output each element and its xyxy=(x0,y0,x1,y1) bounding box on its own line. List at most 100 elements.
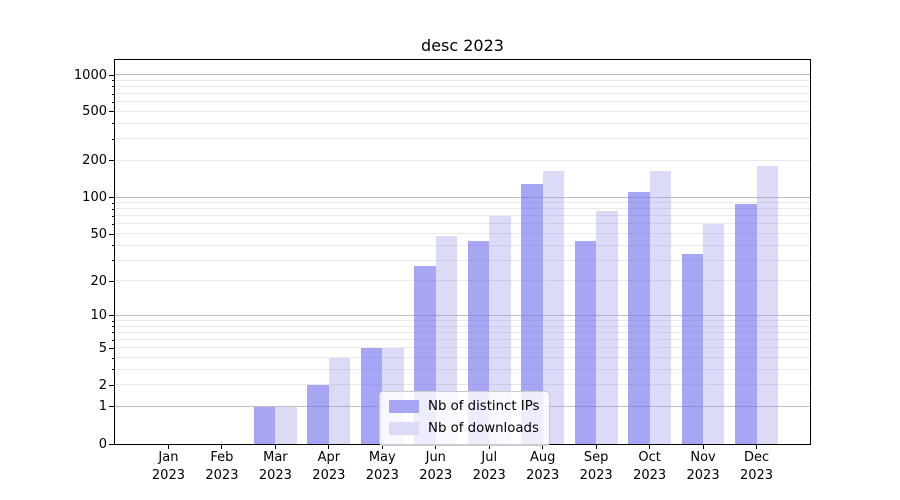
gridlines-layer xyxy=(115,60,810,444)
bar-oct-distinct-ips xyxy=(628,192,650,444)
bar-mar-distinct-ips xyxy=(254,406,276,444)
bar-nov-distinct-ips xyxy=(681,254,704,444)
x-tick-label: Feb 2023 xyxy=(205,450,239,483)
y-minor-tick-mark xyxy=(111,111,115,113)
y-minor-tick-mark xyxy=(111,138,115,140)
y-minor-tick-mark xyxy=(111,80,115,82)
y-minor-tick-mark xyxy=(111,332,115,334)
y-tick-label: 2 xyxy=(98,377,107,393)
y-tick-label: 10 xyxy=(90,308,107,324)
y-minor-tick-mark xyxy=(111,347,115,349)
x-tick-mark xyxy=(756,444,758,449)
y-tick-mark xyxy=(109,197,114,198)
x-tick-label: Oct 2023 xyxy=(633,450,667,483)
minor-gridline xyxy=(115,325,810,327)
bar-nov-downloads xyxy=(703,224,725,444)
x-tick-label: Jul 2023 xyxy=(472,450,506,483)
minor-gridline xyxy=(115,223,810,225)
y-tick-label: 100 xyxy=(82,190,107,205)
y-minor-tick-mark xyxy=(111,233,115,235)
bars-layer xyxy=(115,60,810,444)
y-tick-label: 20 xyxy=(90,273,107,289)
minor-gridline xyxy=(115,93,810,95)
x-tick-mark xyxy=(702,444,704,449)
bar-aug-distinct-ips xyxy=(521,183,543,444)
y-minor-tick-mark xyxy=(111,280,115,282)
bar-apr-downloads xyxy=(328,358,351,444)
legend-label-downloads: Nb of downloads xyxy=(428,420,539,436)
y-tick-mark xyxy=(109,406,114,408)
bar-dec-downloads xyxy=(756,166,778,444)
minor-gridline xyxy=(115,331,810,333)
x-tick-label: Dec 2023 xyxy=(739,450,774,483)
bar-sep-downloads xyxy=(596,211,618,444)
major-gridline xyxy=(115,74,810,76)
x-tick-label: Aug 2023 xyxy=(526,450,560,483)
x-tick-mark xyxy=(649,444,651,449)
y-tick-mark xyxy=(109,74,114,76)
minor-gridline xyxy=(115,280,810,282)
minor-gridline xyxy=(115,233,810,235)
x-tick-mark xyxy=(595,444,597,449)
bar-may-distinct-ips xyxy=(360,348,383,444)
y-minor-tick-mark xyxy=(111,326,115,328)
legend-swatch-distinct-ips xyxy=(389,400,419,414)
bar-sep-distinct-ips xyxy=(574,240,597,444)
y-minor-tick-mark xyxy=(111,320,115,322)
minor-gridline xyxy=(115,138,810,140)
y-minor-tick-mark xyxy=(111,384,115,386)
y-minor-tick-mark xyxy=(111,123,115,125)
bar-dec-distinct-ips xyxy=(735,203,757,444)
legend: Nb of distinct IPs Nb of downloads xyxy=(379,391,551,446)
minor-gridline xyxy=(115,244,810,246)
legend-label-distinct-ips: Nb of distinct IPs xyxy=(428,399,540,414)
minor-gridline xyxy=(115,101,810,103)
x-tick-label: May 2023 xyxy=(365,450,399,483)
y-minor-tick-mark xyxy=(111,369,115,371)
minor-gridline xyxy=(115,79,810,81)
minor-gridline xyxy=(115,202,810,204)
legend-item-downloads: Nb of downloads xyxy=(389,421,539,437)
x-tick-mark xyxy=(221,444,223,449)
y-minor-tick-mark xyxy=(111,245,115,247)
y-minor-tick-mark xyxy=(111,260,115,262)
x-tick-mark xyxy=(542,444,544,449)
minor-gridline xyxy=(115,347,810,349)
legend-item-distinct-ips: Nb of distinct IPs xyxy=(389,399,539,415)
y-minor-tick-mark xyxy=(111,215,115,217)
x-tick-mark xyxy=(435,444,437,449)
y-tick-label: 500 xyxy=(82,104,107,120)
x-tick-mark xyxy=(274,444,276,449)
x-tick-label: Jan 2023 xyxy=(151,450,185,483)
x-tick-label: Apr 2023 xyxy=(312,450,346,483)
minor-gridline xyxy=(115,208,810,210)
y-tick-mark xyxy=(109,443,114,445)
y-minor-tick-mark xyxy=(111,160,115,162)
x-tick-mark xyxy=(328,444,330,449)
y-minor-tick-mark xyxy=(111,202,115,204)
y-minor-tick-mark xyxy=(111,357,115,359)
minor-gridline xyxy=(115,357,810,359)
y-minor-tick-mark xyxy=(111,93,115,95)
bar-oct-downloads xyxy=(649,170,671,444)
y-minor-tick-mark xyxy=(111,86,115,88)
minor-gridline xyxy=(115,339,810,341)
legend-swatch-downloads xyxy=(389,422,419,436)
minor-gridline xyxy=(115,259,810,261)
y-tick-label: 50 xyxy=(90,226,107,242)
x-tick-label: Mar 2023 xyxy=(258,450,292,483)
minor-gridline xyxy=(115,159,810,161)
x-tick-mark xyxy=(167,444,169,449)
bar-aug-downloads xyxy=(542,170,565,444)
y-tick-label: 5 xyxy=(98,340,107,356)
minor-gridline xyxy=(115,384,810,386)
y-minor-tick-mark xyxy=(111,101,115,103)
y-tick-label: 0 xyxy=(98,436,107,452)
x-tick-label: Sep 2023 xyxy=(579,450,613,483)
minor-gridline xyxy=(115,320,810,322)
x-tick-label: Jun 2023 xyxy=(419,450,453,483)
minor-gridline xyxy=(115,368,810,370)
y-minor-tick-mark xyxy=(111,223,115,225)
minor-gridline xyxy=(115,122,810,124)
